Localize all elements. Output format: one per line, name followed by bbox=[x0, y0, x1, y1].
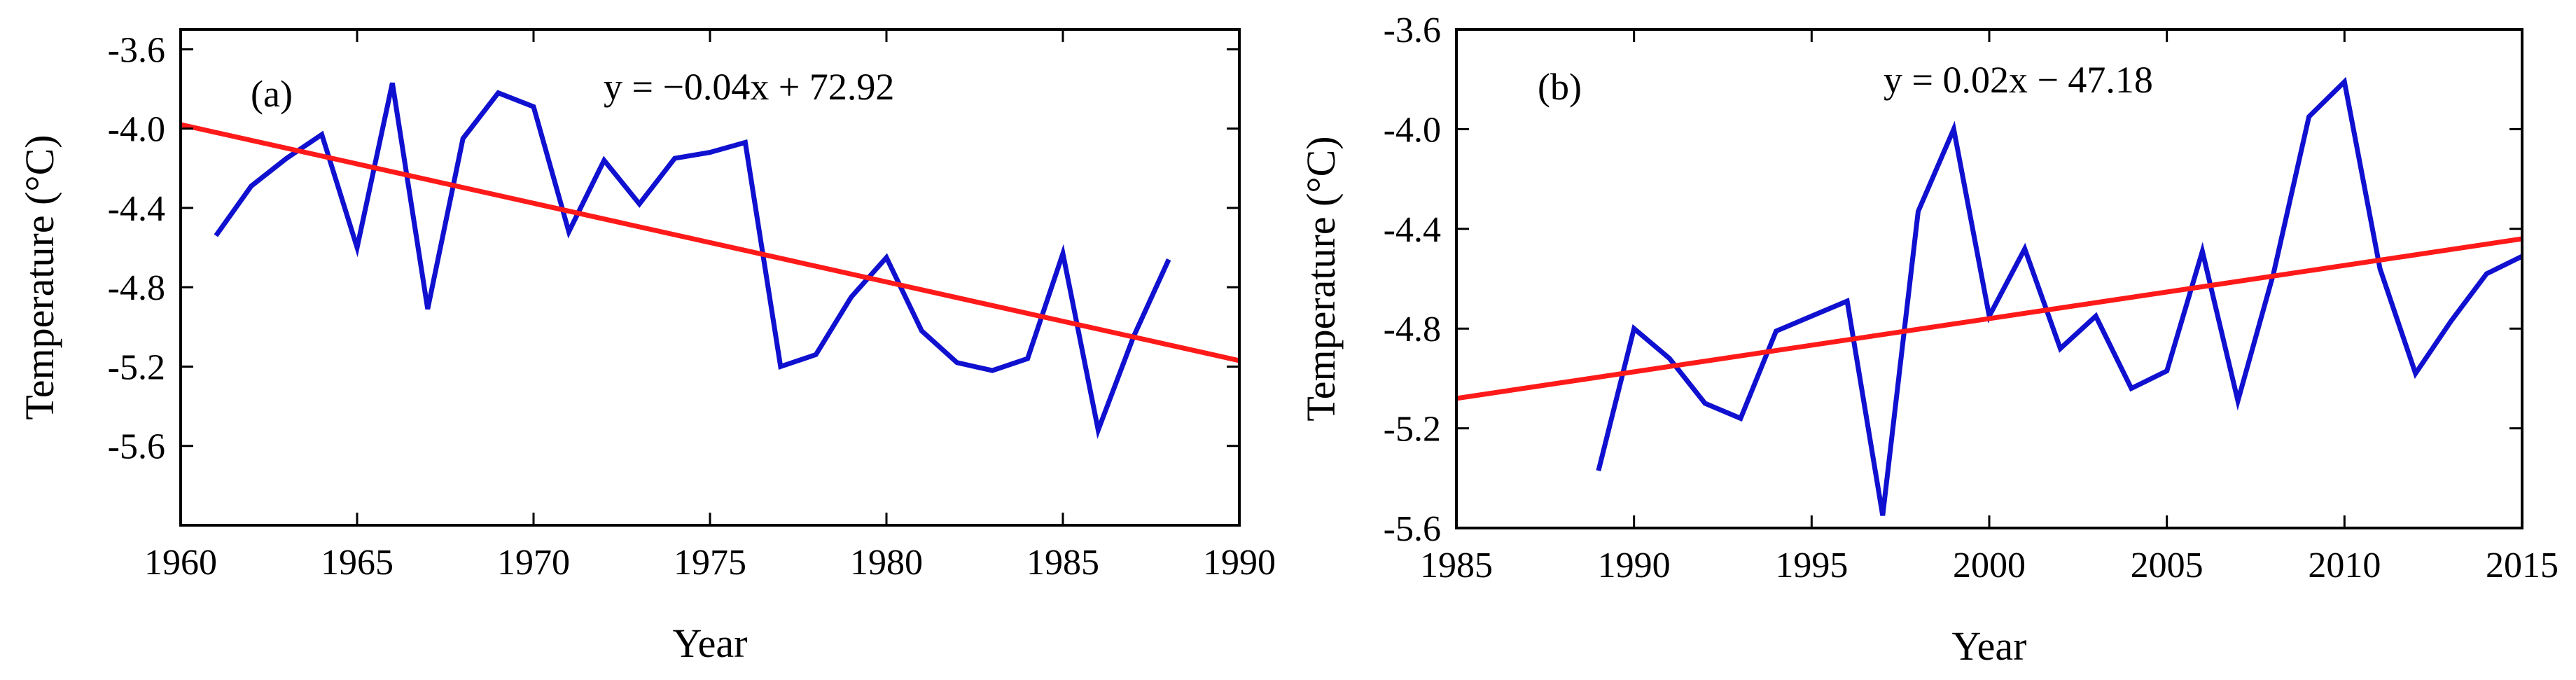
panel-a-y-tick-label: -3.6 bbox=[108, 30, 165, 70]
panel-a-trend-line bbox=[181, 122, 1239, 363]
panel-a-y-axis-label: Temperature (°C) bbox=[17, 134, 62, 419]
panel-a-x-tick-label: 1960 bbox=[144, 543, 217, 583]
panel-b-x-axis-label: Year bbox=[1952, 623, 2027, 669]
panel-a-equation: y = −0.04x + 72.92 bbox=[604, 66, 894, 108]
panel-a-y-tick-label: -4.0 bbox=[108, 110, 165, 150]
panel-b-x-tick-label: 1985 bbox=[1420, 546, 1493, 585]
chart-panel-a: 1960 1965 1970 1975 1980 1985 1990 -3.6 -4.0 -4.4… bbox=[17, 28, 1276, 666]
panel-a-y-tick-label: -5.2 bbox=[108, 347, 165, 387]
panel-a-x-tick-label: 1985 bbox=[1026, 543, 1099, 583]
panel-b-x-tick-label: 2010 bbox=[2308, 546, 2381, 585]
panel-a-x-tick-label: 1970 bbox=[497, 543, 570, 583]
chart-panel-b: 1985 1990 1995 2000 2005 2010 2015 -3.6 -4.0 -4.4… bbox=[1298, 11, 2558, 669]
panel-b-x-tick-label: 1990 bbox=[1598, 546, 1671, 585]
panel-b-x-tick-label: 2000 bbox=[1953, 546, 2026, 585]
panel-b-temperature-line bbox=[1596, 76, 2522, 516]
panel-b-frame bbox=[1455, 28, 2523, 529]
panel-a-y-tick-label: -5.6 bbox=[108, 427, 165, 467]
panel-b-equation: y = 0.02x − 47.18 bbox=[1884, 59, 2153, 101]
panel-b-label: (b) bbox=[1538, 66, 1582, 108]
panel-b-y-tick-label: -4.8 bbox=[1384, 310, 1441, 349]
panel-b-y-tick-label: -4.0 bbox=[1384, 110, 1441, 150]
panel-a-x-axis-label: Year bbox=[673, 620, 748, 666]
panel-b-y-tick-label: -5.2 bbox=[1384, 410, 1441, 450]
panel-b-y-axis-label: Temperature (°C) bbox=[1298, 136, 1344, 421]
panel-b-x-tick-label: 1995 bbox=[1775, 546, 1848, 585]
panel-b-x-tick-label: 2005 bbox=[2131, 546, 2203, 585]
panel-a-x-tick-label: 1980 bbox=[850, 543, 923, 583]
panel-a-temperature-line bbox=[214, 82, 1171, 439]
panel-b-y-tick-label: -3.6 bbox=[1384, 11, 1441, 50]
panel-b-x-tick-label: 2015 bbox=[2486, 546, 2558, 585]
panel-a-y-tick-label: -4.8 bbox=[108, 268, 165, 308]
panel-a-label: (a) bbox=[251, 73, 293, 115]
panel-a-x-tick-label: 1965 bbox=[321, 543, 394, 583]
panel-b-trend-line bbox=[1456, 236, 2522, 401]
panel-a-x-tick-label: 1990 bbox=[1203, 543, 1276, 583]
panel-a-y-tick-label: -4.4 bbox=[108, 189, 165, 229]
panel-b-y-tick-label: -4.4 bbox=[1384, 210, 1441, 250]
panel-a-x-tick-label: 1975 bbox=[674, 543, 746, 583]
panel-b-y-tick-label: -5.6 bbox=[1384, 509, 1441, 549]
